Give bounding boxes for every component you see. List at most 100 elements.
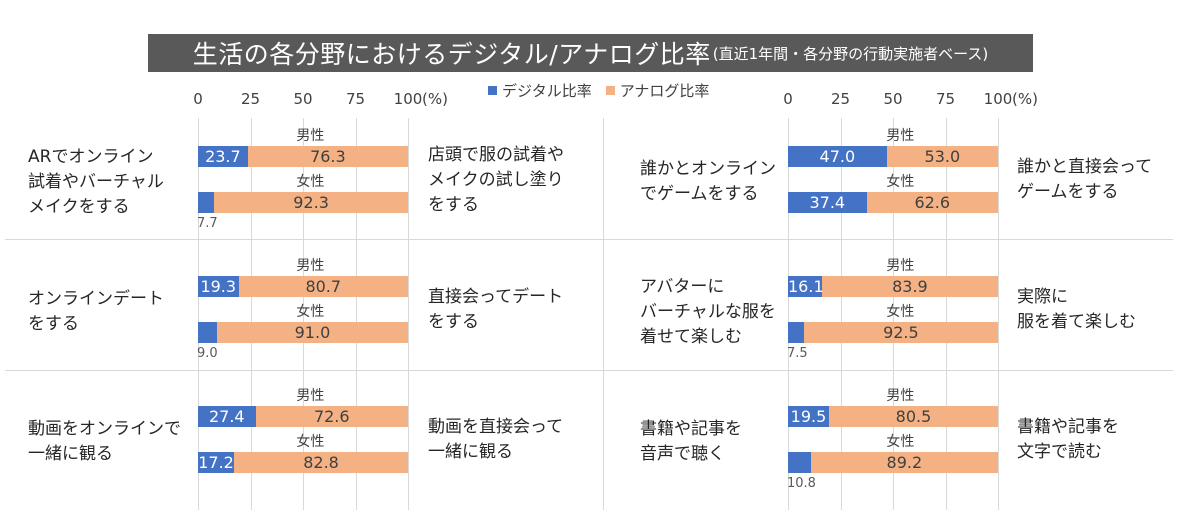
digital-bar (788, 322, 804, 343)
digital-bar (198, 406, 256, 427)
analog-activity-label: 誰かと直接会って (1017, 157, 1153, 177)
gridline (840, 118, 842, 510)
gridline (893, 118, 894, 510)
legend-label-analog: アナログ比率 (619, 82, 710, 100)
digital-bar (198, 146, 248, 167)
analog-value-label: 82.8 (303, 453, 339, 472)
digital-activity-label: バーチャルな服を (640, 301, 776, 322)
analog-activity-label: ゲームをする (1017, 182, 1119, 202)
digital-bar (788, 192, 867, 213)
digital-value-label: 9.0 (197, 346, 218, 361)
x-tick-label: 50 (293, 90, 313, 108)
analog-activity-label: 動画を直接会って (428, 417, 564, 437)
legend-item-digital: デジタル比率 (488, 80, 592, 101)
x-axis-unit: (%) (422, 90, 448, 108)
analog-bar (216, 322, 408, 343)
analog-value-label: 92.5 (883, 323, 919, 342)
legend: デジタル比率 アナログ比率 (488, 80, 723, 101)
analog-value-label: 53.0 (924, 147, 961, 166)
group-label: 男性 (296, 128, 325, 144)
digital-value-label: 47.0 (819, 147, 856, 166)
x-tick-label: 100 (983, 90, 1013, 108)
digital-bar (198, 452, 235, 473)
digital-value-label: 27.4 (208, 407, 245, 426)
analog-activity-label: 文字で読む (1017, 442, 1102, 462)
analog-activity-label: メイクの試し塗り (428, 169, 564, 190)
analog-value-label: 91.0 (294, 323, 331, 342)
analog-activity-label: 店頭で服の試着や (428, 144, 564, 165)
digital-bar (788, 406, 829, 427)
analog-value-label: 83.9 (892, 277, 928, 296)
digital-activity-label: 音声で聴く (640, 444, 725, 464)
row-separator (5, 370, 1173, 371)
digital-bar (788, 452, 811, 473)
analog-bar (803, 322, 998, 343)
group-label: 女性 (296, 304, 325, 320)
analog-value-label: 62.6 (914, 193, 951, 212)
digital-activity-label: アバターに (640, 276, 725, 297)
column-separator (603, 118, 604, 510)
group-label: 男性 (296, 258, 325, 274)
digital-activity-label: をする (28, 314, 79, 334)
digital-value-label: 7.5 (787, 346, 808, 361)
group-label: 男性 (886, 128, 915, 144)
analog-bar (866, 192, 998, 213)
x-tick-label: 0 (783, 90, 793, 108)
analog-bar (828, 406, 998, 427)
gridline (408, 118, 409, 510)
analog-bar (234, 452, 408, 473)
digital-value-label: 19.3 (200, 277, 237, 296)
group-label: 女性 (296, 434, 325, 450)
x-tick-label: 75 (935, 90, 956, 108)
group-label: 男性 (296, 388, 325, 404)
group-label: 男性 (886, 258, 915, 274)
group-label: 女性 (886, 174, 915, 190)
digital-value-label: 7.7 (197, 216, 218, 231)
digital-bar (198, 192, 215, 213)
gridline (945, 118, 947, 510)
analog-bar (886, 146, 998, 167)
analog-activity-label: をする (428, 194, 479, 215)
x-axis-unit: (%) (1012, 90, 1038, 108)
digital-activity-label: 書籍や記事を (640, 419, 742, 439)
digital-bar (788, 146, 887, 167)
digital-activity-label: 動画をオンラインで (28, 419, 181, 439)
x-tick-label: 0 (193, 90, 203, 108)
analog-bar (247, 146, 408, 167)
digital-activity-label: メイクをする (28, 196, 130, 217)
analog-bar (238, 276, 408, 297)
digital-bar (198, 322, 217, 343)
digital-value-label: 19.5 (790, 407, 827, 426)
analog-bar (255, 406, 408, 427)
analog-bar (821, 276, 998, 297)
analog-value-label: 92.3 (293, 193, 329, 212)
chart-title: 生活の各分野におけるデジタル/アナログ比率 (192, 40, 711, 69)
analog-bar (810, 452, 998, 473)
analog-activity-label: をする (428, 312, 479, 332)
gridline (250, 118, 252, 510)
legend-label-digital: デジタル比率 (502, 82, 592, 100)
x-tick-label: 50 (883, 90, 903, 108)
analog-value-label: 76.3 (310, 147, 346, 166)
digital-bar (198, 276, 239, 297)
digital-value-label: 16.1 (788, 277, 824, 296)
digital-value-label: 10.8 (787, 476, 816, 491)
group-label: 女性 (886, 304, 915, 320)
chart-title-bar: 生活の各分野におけるデジタル/アナログ比率 (直近1年間・各分野の行動実施者ベース… (148, 34, 1033, 72)
chart-subtitle: (直近1年間・各分野の行動実施者ベース) (712, 44, 989, 63)
digital-activity-label: でゲームをする (640, 184, 759, 204)
gridline (198, 118, 199, 510)
analog-activity-label: 直接会ってデート (428, 287, 564, 307)
digital-value-label: 37.4 (809, 193, 846, 212)
x-tick-label: 25 (240, 90, 261, 108)
analog-value-label: 80.7 (305, 277, 342, 296)
analog-activity-label: 実際に (1017, 287, 1068, 307)
group-label: 女性 (886, 434, 915, 450)
legend-swatch-digital (488, 86, 497, 95)
digital-activity-label: 試着やバーチャル (28, 171, 164, 192)
analog-bar (214, 192, 408, 213)
digital-value-label: 17.2 (198, 453, 234, 472)
digital-activity-label: オンラインデート (28, 289, 164, 309)
gridline (303, 118, 304, 510)
digital-activity-label: 誰かとオンライン (640, 159, 776, 179)
